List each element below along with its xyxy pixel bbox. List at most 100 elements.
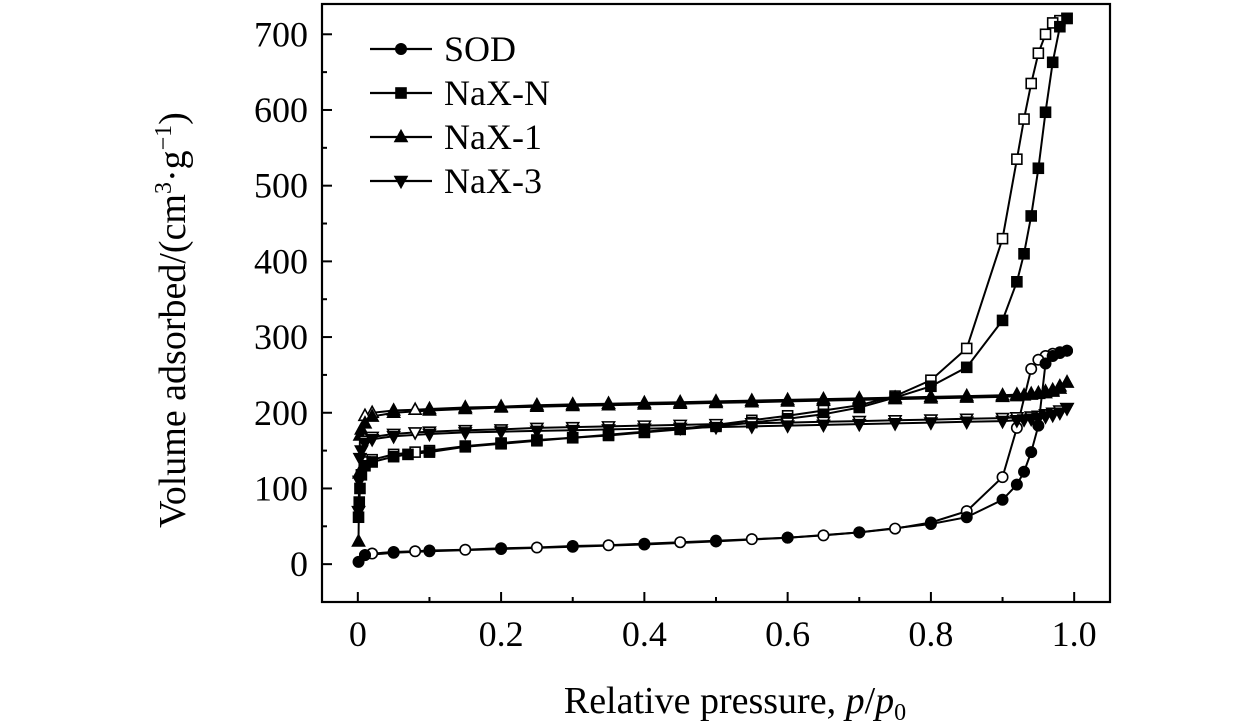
nax-n-adsorption-point <box>366 456 378 468</box>
nax-n-adsorption-point <box>495 437 507 450</box>
nax-3-adsorption-point <box>816 419 831 434</box>
nax-1-adsorption-point <box>601 397 616 411</box>
nax-1-adsorption-point <box>529 398 545 413</box>
x-tick-label: 0.8 <box>908 614 953 654</box>
legend-item-nax-3: NaX-3 <box>370 161 542 201</box>
sod-adsorption-point <box>495 543 508 556</box>
y-tick-label: 700 <box>254 14 308 54</box>
x-tick-label: 0.4 <box>622 614 667 654</box>
nax-3-adsorption-point <box>422 428 437 443</box>
nax-1-desorption-point <box>407 401 423 416</box>
x-tick-label: 0.6 <box>765 614 810 654</box>
y-axis-label: Volume adsorbed/(cm3·g−1) <box>151 112 194 528</box>
y-tick-label: 100 <box>254 468 308 508</box>
nax-3-adsorption-point <box>529 425 545 440</box>
legend-label: SOD <box>444 29 516 69</box>
y-tick-label: 200 <box>254 393 308 433</box>
sod-desorption-point <box>674 536 687 549</box>
nax-n-adsorption-point <box>423 446 436 458</box>
nax-1-adsorption-point <box>351 533 366 547</box>
nax-1-adsorption-point <box>457 400 473 415</box>
nax-n-desorption-point <box>1025 77 1037 90</box>
nax-1-adsorption-point <box>637 396 652 410</box>
nax-3-adsorption-point <box>672 422 688 437</box>
nax-1-adsorption-point <box>386 404 401 419</box>
nax-3-adsorption-point <box>357 437 373 452</box>
nax-1-adsorption-point <box>744 393 760 408</box>
nax-1-adsorption-point <box>708 394 724 409</box>
nax-3-adsorption-point <box>386 430 401 445</box>
sod-desorption-line <box>364 349 1068 557</box>
nax-n-adsorption-point <box>1018 247 1030 260</box>
sod-adsorption-point <box>566 540 579 553</box>
nax-n-adsorption-point <box>1032 162 1045 175</box>
nax-1-adsorption-point <box>995 388 1010 403</box>
nax-1-adsorption-point <box>1059 374 1075 388</box>
nax-n-adsorption-point <box>1054 20 1066 33</box>
nax-n-adsorption-point <box>387 450 400 463</box>
sod-adsorption-point <box>996 493 1009 506</box>
nax-3-adsorption-point <box>351 475 367 490</box>
nax-3-adsorption-point <box>364 433 380 448</box>
nax-1-adsorption-point <box>422 402 437 416</box>
nax-n-desorption-point <box>1011 153 1023 165</box>
sod-adsorption-point <box>358 549 371 562</box>
plot-frame <box>320 2 1112 604</box>
sod-adsorption-point <box>638 538 651 551</box>
nax-1-adsorption-point <box>816 392 831 406</box>
nax-1-adsorption-point <box>357 415 373 429</box>
sod-adsorption-point <box>853 526 866 539</box>
nax-1-adsorption-point <box>565 397 581 412</box>
nax-n-desorption-point <box>1039 28 1052 41</box>
sod-desorption-point <box>996 471 1009 484</box>
nax-n-adsorption-point <box>1061 12 1073 25</box>
nax-3-adsorption-point <box>493 426 509 440</box>
sod-adsorption-line <box>357 349 1068 563</box>
x-tick-label: 0 <box>349 614 367 654</box>
sod-adsorption-point <box>387 546 400 559</box>
nax-3-adsorption-point <box>744 421 760 435</box>
legend-label: NaX-1 <box>444 117 542 157</box>
sod-adsorption-point <box>1061 344 1074 357</box>
sod-desorption-point <box>530 541 543 554</box>
legend-marker <box>394 42 407 55</box>
nax-3-adsorption-point <box>995 415 1010 430</box>
sod-adsorption-point <box>960 511 973 524</box>
sod-adsorption-point <box>1018 465 1031 478</box>
legend-marker <box>395 87 407 99</box>
nax-1-adsorption-point <box>959 389 975 403</box>
sod-desorption-point <box>602 539 615 552</box>
sod-adsorption-point <box>781 531 794 544</box>
sod-desorption-point <box>459 543 472 556</box>
y-tick-label: 0 <box>290 544 308 584</box>
nax-3-adsorption-point <box>601 424 616 438</box>
nax-3-adsorption-point <box>457 427 473 441</box>
sod-adsorption-point <box>709 535 722 548</box>
y-tick-label: 400 <box>254 241 308 281</box>
legend-item-nax-1: NaX-1 <box>370 117 542 157</box>
nax-3-adsorption-point <box>1059 402 1075 417</box>
legend-label: NaX-N <box>444 73 550 113</box>
nax-3-adsorption-point <box>565 424 581 439</box>
nax-1-adsorption-point <box>887 390 903 405</box>
nax-n-adsorption-point <box>459 441 472 453</box>
sod-desorption-point <box>745 533 758 546</box>
nax-n-adsorption-point <box>960 361 973 374</box>
sod-adsorption-point <box>423 545 436 558</box>
legend-marker <box>393 175 409 190</box>
sod-adsorption-point <box>924 518 937 531</box>
nax-1-adsorption-point <box>364 408 380 422</box>
y-tick-label: 500 <box>254 166 308 206</box>
legend-item-nax-n: NaX-N <box>370 73 550 113</box>
nax-3-adsorption-point <box>637 423 652 437</box>
nax-1-adsorption-point <box>672 395 688 409</box>
sod-desorption-point <box>409 545 422 558</box>
x-axis-label: Relative pressure, p/p0 <box>564 680 906 724</box>
nax-n-adsorption-point <box>1011 276 1023 288</box>
sod-desorption-point <box>817 529 830 542</box>
x-tick-label: 1.0 <box>1052 614 1097 654</box>
sod-adsorption-point <box>1010 478 1023 491</box>
nax-3-adsorption-point <box>780 420 795 434</box>
